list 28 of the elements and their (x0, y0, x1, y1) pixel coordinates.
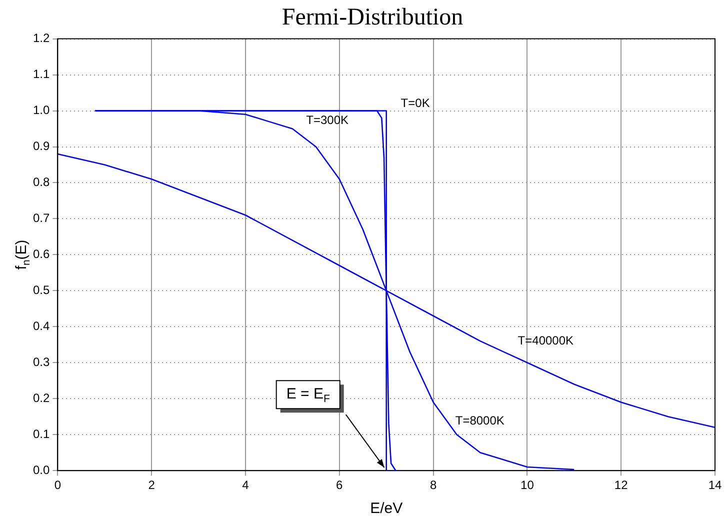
x-tick-label: 14 (708, 478, 722, 492)
y-tick-label: 1.2 (32, 31, 50, 46)
y-tick-label: 0.5 (32, 282, 50, 297)
y-tick-label: 0.1 (32, 426, 50, 441)
x-tick-label: 12 (614, 478, 628, 492)
x-axis-title: E/eV (370, 500, 403, 518)
y-tick-label: 0.4 (32, 318, 50, 333)
y-tick-label: 0.3 (32, 354, 50, 369)
annotation: T=300K (306, 113, 349, 128)
annotation: T=8000K (455, 413, 504, 428)
y-tick-label: 1.1 (32, 67, 50, 82)
x-tick-label: 2 (148, 478, 156, 492)
y-tick-label: 0.6 (32, 247, 50, 262)
y-tick-label: 0.9 (32, 139, 50, 154)
y-tick-label: 1.0 (32, 103, 50, 118)
y-tick-label: 0.0 (32, 462, 50, 477)
x-tick-label: 8 (430, 478, 437, 492)
annotation: T=40000K (518, 333, 574, 348)
y-tick-label: 0.8 (32, 175, 50, 190)
annotation: T=0K (400, 96, 430, 110)
y-tick-label: 0.7 (32, 211, 50, 226)
x-tick-label: 6 (336, 478, 344, 492)
y-axis-title: fn(E) (13, 240, 32, 270)
x-tick-label: 10 (520, 478, 534, 492)
y-tick-label: 0.2 (32, 390, 50, 405)
chart-title: Fermi-Distribution (282, 4, 464, 31)
x-tick-label: 4 (242, 478, 250, 492)
x-tick-label: 0 (54, 478, 62, 492)
